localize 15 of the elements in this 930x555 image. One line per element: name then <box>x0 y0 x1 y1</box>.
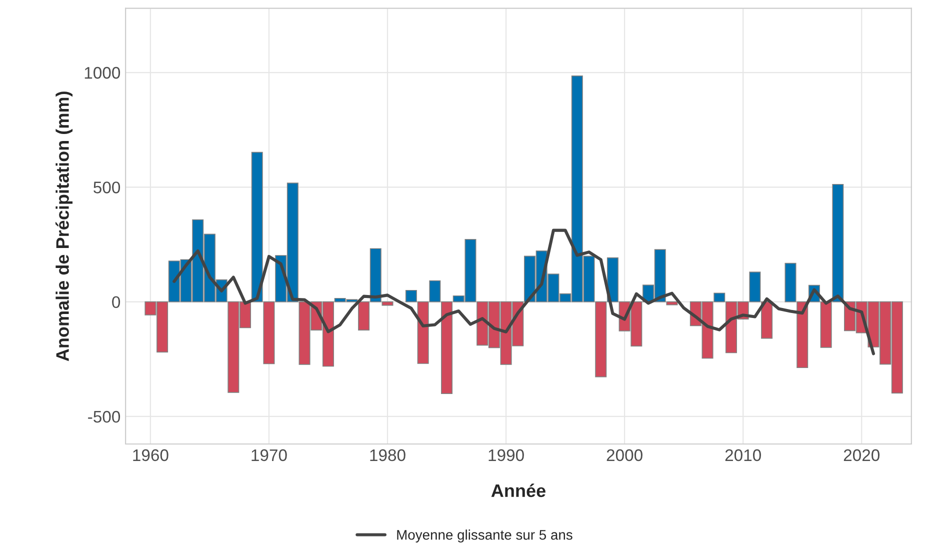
x-tick-label: 1960 <box>133 449 168 462</box>
y-tick-label: 0 <box>112 296 120 308</box>
y-axis-title: Anomalie de Précipitation (mm) <box>56 92 73 362</box>
x-tick-label: 1970 <box>252 449 287 462</box>
x-tick-label: 2000 <box>606 449 642 462</box>
x-tick-label: 2010 <box>725 449 761 462</box>
x-tick-label: 2020 <box>844 449 880 462</box>
x-tick-label: 1980 <box>370 449 406 462</box>
y-tick-label: 1000 <box>84 66 120 79</box>
y-tick-label: -500 <box>88 410 120 423</box>
line-series <box>172 228 875 356</box>
x-axis-title: Année <box>491 484 546 498</box>
y-tick-label: 500 <box>94 182 120 194</box>
x-tick-label: 1990 <box>488 449 524 462</box>
legend-label: Moyenne glissante sur 5 ans <box>397 530 572 542</box>
